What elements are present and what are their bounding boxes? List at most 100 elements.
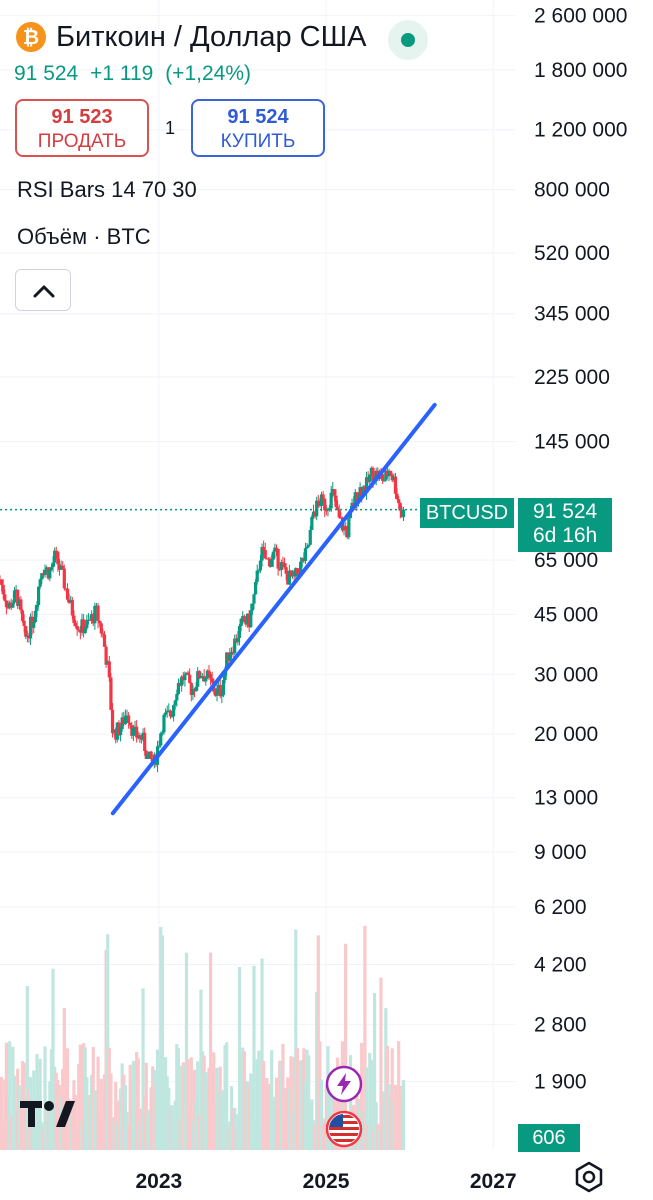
y-tick-label: 45 000 xyxy=(534,603,598,626)
volume-bar xyxy=(242,1051,246,1150)
sell-price: 91 523 xyxy=(51,106,113,128)
candle-body xyxy=(249,610,253,628)
candle-body xyxy=(54,550,58,552)
candle-body xyxy=(46,567,50,579)
volume-bar xyxy=(273,1107,277,1150)
indicator-rsi[interactable]: RSI Bars 14 70 30 xyxy=(17,177,197,202)
candle-body xyxy=(3,594,7,601)
candle-body xyxy=(143,732,147,751)
candle-body xyxy=(245,613,250,625)
volume-bar xyxy=(159,926,163,1150)
symbol-title[interactable]: Биткоин / Доллар США xyxy=(56,21,367,53)
collapse-indicators-button[interactable] xyxy=(15,269,71,311)
buy-button[interactable]: 91 524 КУПИТЬ xyxy=(191,99,325,157)
candle-body xyxy=(273,547,277,552)
candle-body xyxy=(59,565,63,570)
candle-body xyxy=(17,599,21,606)
volume-bar xyxy=(398,1085,402,1150)
volume-bar xyxy=(387,1084,391,1150)
candle-body xyxy=(107,661,111,678)
flash-icon[interactable] xyxy=(325,1065,363,1103)
candle-body xyxy=(81,619,86,633)
volume-bar xyxy=(210,1062,214,1150)
candle-body xyxy=(276,548,280,569)
candle-body xyxy=(234,638,238,643)
trendline[interactable] xyxy=(110,402,437,816)
volume-bar xyxy=(88,1094,92,1150)
candle-body xyxy=(48,569,52,579)
volume-bar xyxy=(157,1058,161,1150)
candle-body xyxy=(265,558,269,560)
candle-body xyxy=(91,614,95,624)
volume-bar xyxy=(186,1059,190,1150)
candle-body xyxy=(233,638,237,654)
candle-body xyxy=(220,695,224,697)
candle-body xyxy=(401,509,406,518)
candle-body xyxy=(163,712,168,715)
candle-body xyxy=(196,671,200,687)
volume-bar xyxy=(4,1042,9,1150)
candle-body xyxy=(284,567,288,574)
market-status-icon[interactable] xyxy=(388,20,428,60)
volume-bar xyxy=(191,1121,195,1150)
candle-body xyxy=(315,500,319,517)
volume-bar xyxy=(276,1107,280,1150)
settings-icon[interactable] xyxy=(572,1160,606,1194)
candle-body xyxy=(75,626,79,630)
candle-body xyxy=(22,620,26,626)
volume-bar xyxy=(299,1060,303,1150)
candle-body xyxy=(183,674,187,681)
candle-body xyxy=(271,551,275,560)
volume-bar xyxy=(250,1117,254,1150)
candle-body xyxy=(72,615,76,623)
candle-body xyxy=(14,589,18,591)
volume-bar xyxy=(381,1098,385,1150)
us-flag-icon[interactable] xyxy=(325,1110,363,1148)
volume-bar xyxy=(24,1097,28,1150)
volume-bar xyxy=(363,925,367,1150)
volume-bar xyxy=(286,1077,290,1150)
y-tick-label: 6 200 xyxy=(534,896,587,919)
candle-body xyxy=(180,676,184,686)
candle-body xyxy=(19,599,23,611)
volume-bar xyxy=(400,1098,404,1150)
volume-bar xyxy=(46,1102,50,1150)
volume-bar xyxy=(45,1123,49,1150)
candle-body xyxy=(130,725,134,736)
candle-body xyxy=(313,511,317,517)
volume-bar xyxy=(90,1075,94,1150)
candle-body xyxy=(41,573,46,576)
x-tick-label: 2023 xyxy=(135,1170,182,1193)
candle-body xyxy=(337,509,341,518)
volume-bar xyxy=(194,1102,198,1150)
sell-button[interactable]: 91 523 ПРОДАТЬ xyxy=(15,99,149,157)
candle-body xyxy=(384,470,388,481)
volume-bar xyxy=(252,965,256,1150)
volume-bar xyxy=(241,1047,245,1150)
candle-body xyxy=(27,635,31,639)
candle-body xyxy=(299,561,303,576)
tradingview-logo-icon[interactable] xyxy=(20,1098,80,1130)
volume-bar xyxy=(73,1094,78,1150)
volume-bar xyxy=(372,993,377,1150)
candle-body xyxy=(20,610,25,621)
candle-body xyxy=(332,489,336,496)
volume-bar xyxy=(139,1108,144,1150)
indicator-volume[interactable]: Объём · BTC xyxy=(17,224,151,249)
volume-bar xyxy=(48,1081,52,1150)
volume-bar xyxy=(237,966,242,1150)
candle-body xyxy=(281,562,285,564)
quote-line: 91 524 +1 119 (+1,24%) xyxy=(14,62,257,86)
candle-body xyxy=(127,715,131,723)
volume-bar xyxy=(54,1072,58,1150)
volume-bar xyxy=(379,977,383,1150)
candle-body xyxy=(115,722,119,740)
volume-bar xyxy=(302,1048,306,1150)
volume-bar xyxy=(327,1078,332,1150)
chevron-up-icon xyxy=(33,285,55,298)
volume-bar xyxy=(265,1078,269,1150)
candle-body xyxy=(262,547,266,550)
volume-bar xyxy=(308,1105,312,1150)
spread-value: 1 xyxy=(165,118,176,138)
